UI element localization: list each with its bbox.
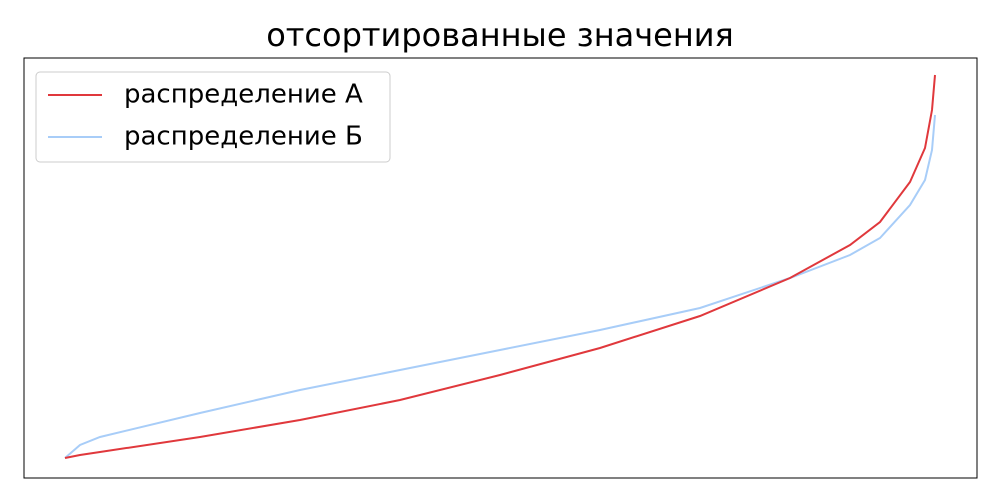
legend-label: распределение Б (124, 122, 363, 152)
legend-frame (35, 71, 391, 163)
chart-title: отсортированные значения (266, 16, 734, 54)
data-line (64, 74, 936, 459)
data-line (64, 114, 936, 459)
legend-label: распределение А (124, 80, 363, 110)
plot-frame (23, 57, 978, 479)
